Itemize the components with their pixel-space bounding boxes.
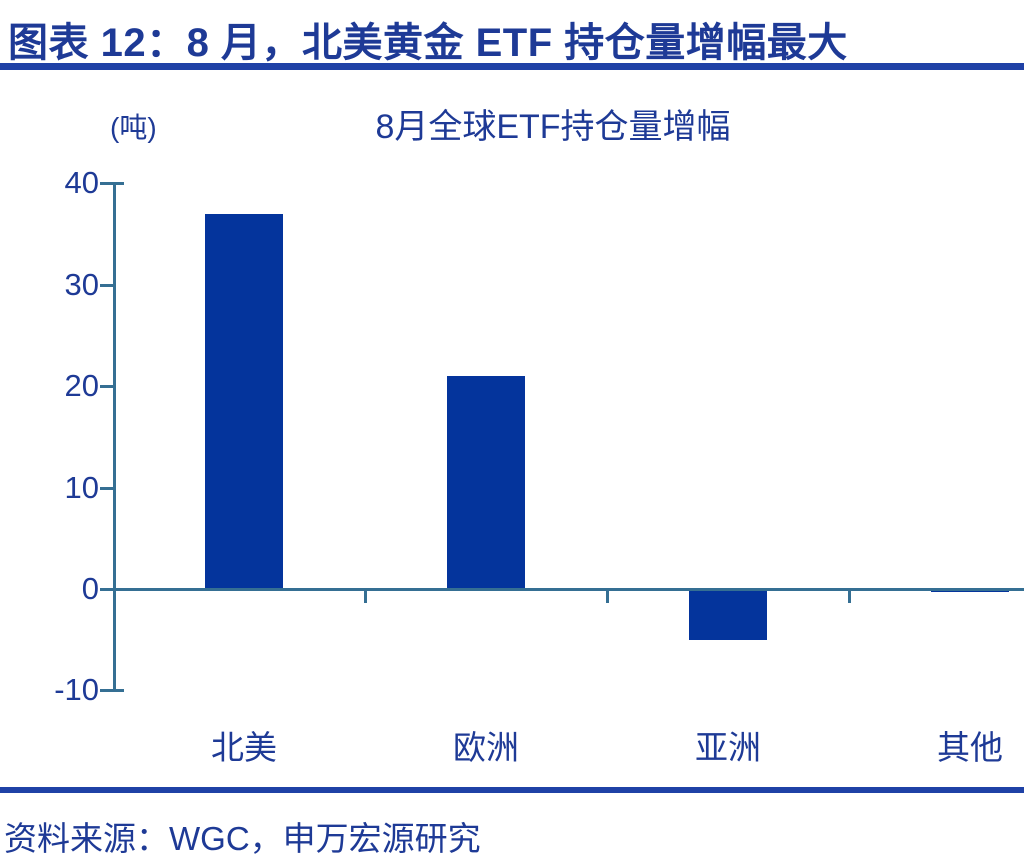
x-axis-tick-mark — [606, 590, 609, 603]
title-divider-line — [0, 63, 1024, 70]
y-axis-tick-label: -10 — [54, 672, 99, 707]
x-axis-category-label: 其他 — [937, 729, 1003, 766]
y-axis-line — [113, 182, 116, 692]
y-axis-unit-label: (吨) — [110, 112, 157, 143]
chart-bar — [447, 376, 525, 589]
x-axis-category-label: 北美 — [211, 729, 277, 766]
y-axis-tick-label: 30 — [64, 267, 99, 302]
y-axis-tick-mark — [100, 284, 113, 287]
chart-bar — [205, 213, 283, 589]
chart-bottom-divider-line — [0, 787, 1024, 793]
y-axis-tick-label: 40 — [64, 165, 99, 200]
x-axis-tick-mark — [848, 590, 851, 603]
x-axis-tick-mark — [364, 590, 367, 603]
y-axis-tick-mark — [100, 689, 124, 692]
source-note: 资料来源：WGC，申万宏源研究 — [4, 820, 481, 857]
y-axis-tick-mark — [100, 385, 113, 388]
figure-title: 图表 12：8 月，北美黄金 ETF 持仓量增幅最大 — [8, 21, 848, 65]
x-axis-category-label: 欧洲 — [453, 729, 519, 766]
y-axis-tick-mark — [100, 182, 124, 185]
y-axis-tick-label: 0 — [81, 571, 99, 606]
chart-bar — [689, 589, 767, 640]
y-axis-tick-label: 20 — [64, 368, 99, 403]
y-axis-tick-label: 10 — [64, 470, 99, 505]
chart-title: 8月全球ETF持仓量增幅 — [375, 108, 731, 146]
x-axis-zero-line — [100, 588, 1024, 591]
x-axis-category-label: 亚洲 — [695, 729, 761, 766]
y-axis-tick-mark — [100, 487, 113, 490]
